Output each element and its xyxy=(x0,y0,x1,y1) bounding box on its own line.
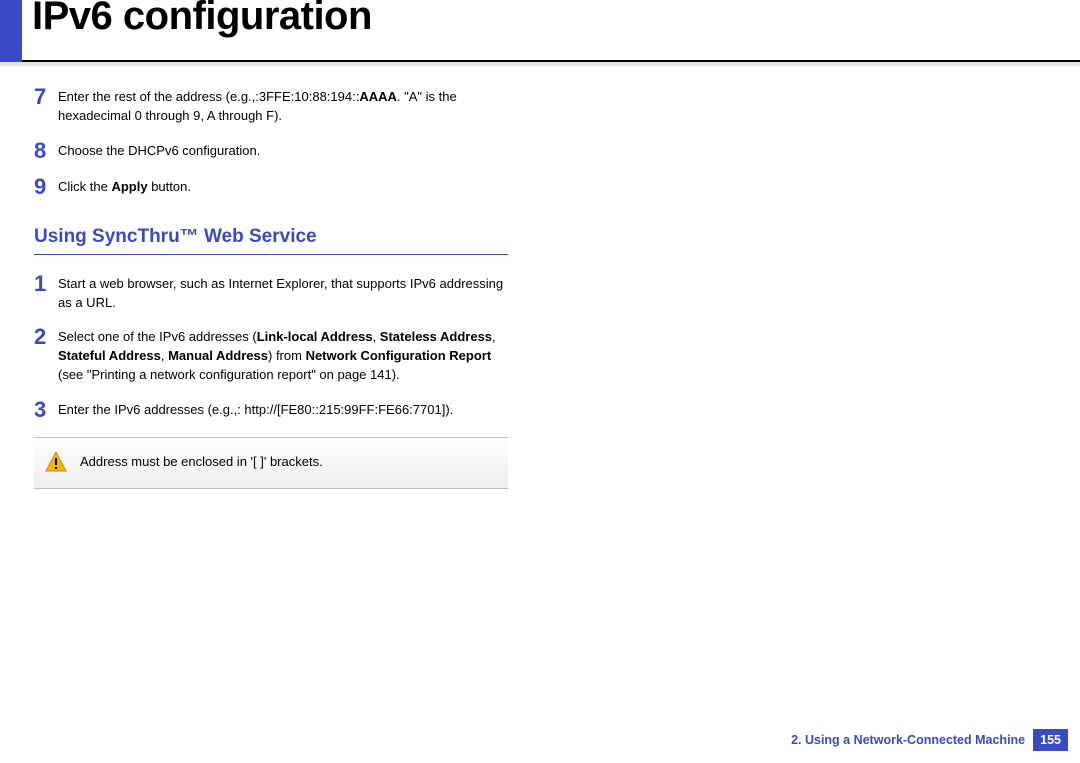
footer-page-number: 155 xyxy=(1033,729,1068,751)
step-number: 1 xyxy=(34,273,58,295)
footer-chapter: 2. Using a Network-Connected Machine xyxy=(791,733,1025,747)
step: 3Enter the IPv6 addresses (e.g.,: http:/… xyxy=(34,399,508,421)
steps-top: 7Enter the rest of the address (e.g.,:3F… xyxy=(34,86,508,198)
step-body: Click the Apply button. xyxy=(58,176,508,197)
step-body: Enter the rest of the address (e.g.,:3FF… xyxy=(58,86,508,126)
step: 8Choose the DHCPv6 configuration. xyxy=(34,140,508,162)
step: 2Select one of the IPv6 addresses (Link-… xyxy=(34,326,508,385)
page-footer: 2. Using a Network-Connected Machine 155 xyxy=(791,729,1068,751)
step-body: Start a web browser, such as Internet Ex… xyxy=(58,273,508,313)
step-number: 3 xyxy=(34,399,58,421)
step-number: 2 xyxy=(34,326,58,348)
section-heading: Using SyncThru™ Web Service xyxy=(34,226,508,255)
step-body: Enter the IPv6 addresses (e.g.,: http://… xyxy=(58,399,508,420)
steps-syncthru: 1Start a web browser, such as Internet E… xyxy=(34,273,508,421)
page-title: IPv6 configuration xyxy=(32,0,372,39)
content-column: 7Enter the rest of the address (e.g.,:3F… xyxy=(34,86,508,489)
step-body: Choose the DHCPv6 configuration. xyxy=(58,140,508,161)
accent-stub xyxy=(0,0,22,62)
step-number: 8 xyxy=(34,140,58,162)
title-bar: IPv6 configuration xyxy=(0,0,1080,62)
step-number: 9 xyxy=(34,176,58,198)
step-body: Select one of the IPv6 addresses (Link-l… xyxy=(58,326,508,385)
warning-icon xyxy=(44,450,68,474)
step-number: 7 xyxy=(34,86,58,108)
note-text: Address must be enclosed in '[ ]' bracke… xyxy=(80,453,323,471)
step: 1Start a web browser, such as Internet E… xyxy=(34,273,508,313)
note-box: Address must be enclosed in '[ ]' bracke… xyxy=(34,437,508,489)
step: 7Enter the rest of the address (e.g.,:3F… xyxy=(34,86,508,126)
step: 9Click the Apply button. xyxy=(34,176,508,198)
